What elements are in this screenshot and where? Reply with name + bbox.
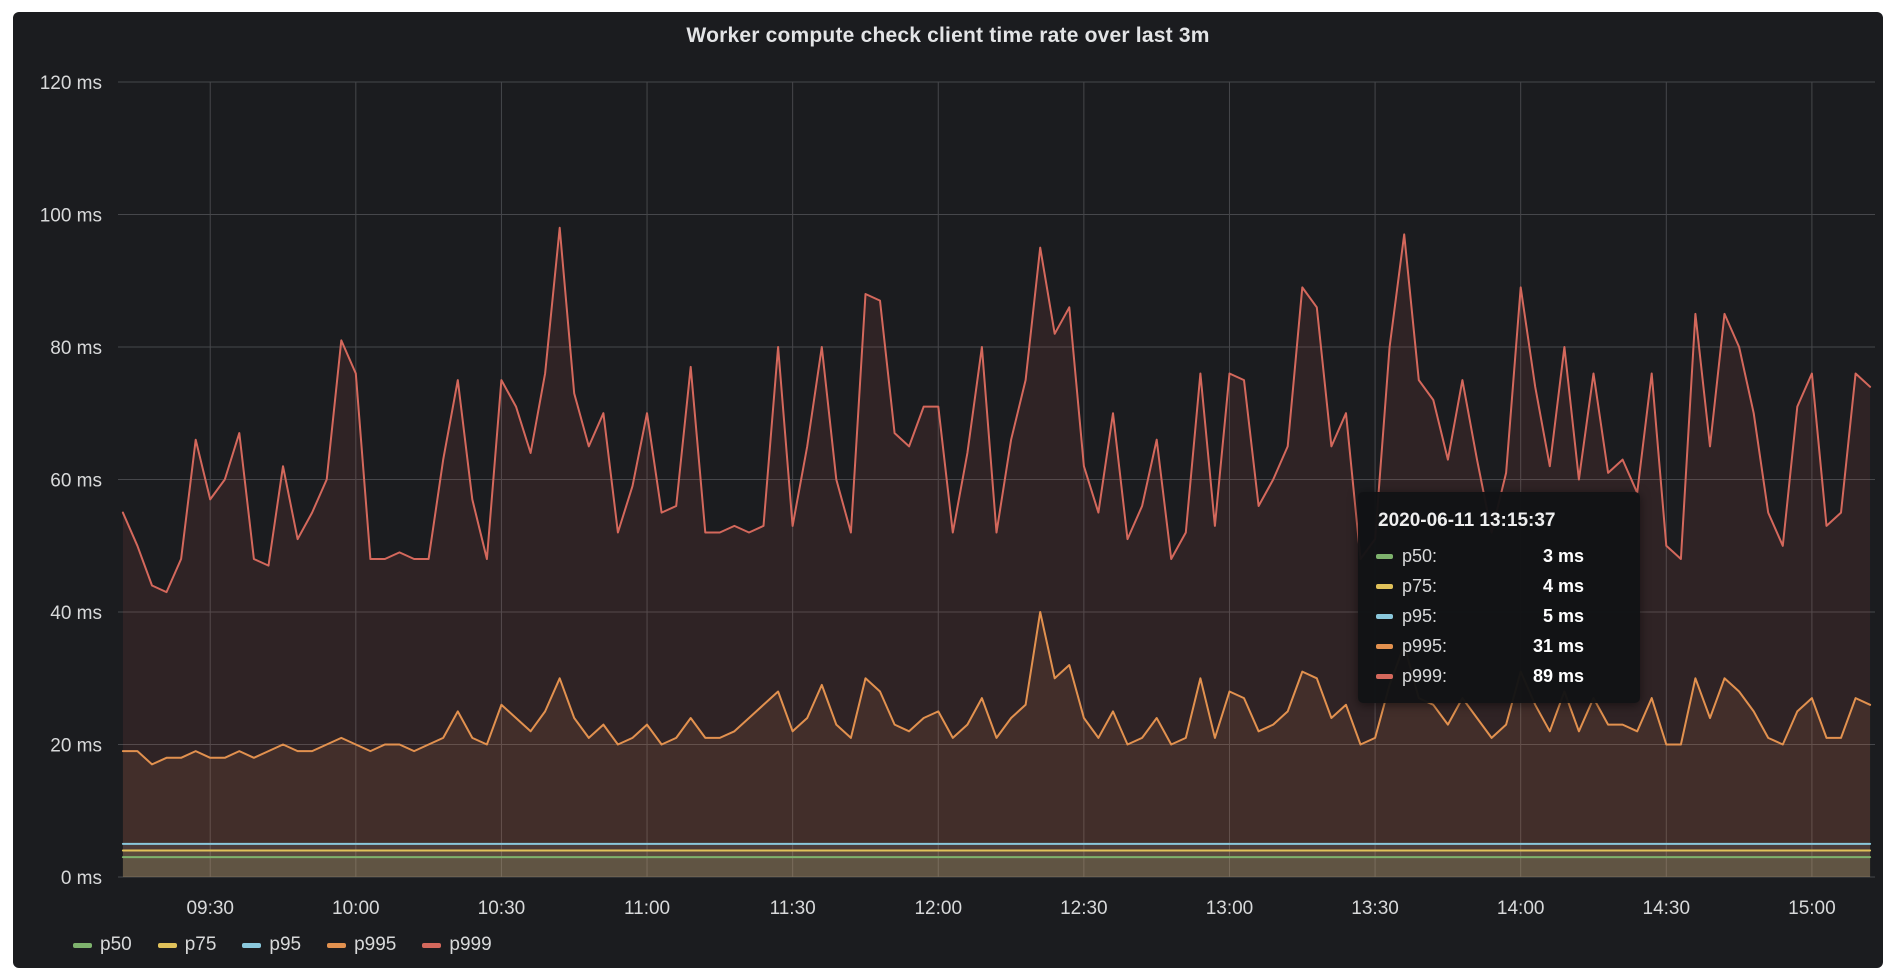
tooltip-series-label: p995: — [1402, 636, 1448, 656]
x-axis-label: 15:00 — [1788, 898, 1836, 919]
x-axis-label: 12:30 — [1060, 898, 1108, 919]
y-axis-label: 0 ms — [61, 868, 102, 889]
tooltip-series-value: 4 ms — [1542, 576, 1584, 596]
tooltip-swatch — [1376, 644, 1393, 649]
tooltip-series-value: 5 ms — [1542, 606, 1584, 626]
legend-label: p75 — [184, 934, 217, 955]
legend-label: p995 — [354, 934, 397, 955]
y-axis-label: 80 ms — [50, 338, 102, 359]
legend-label: p50 — [100, 934, 132, 955]
tooltip-row-p995: p995: 31 ms — [1376, 636, 1584, 657]
panel-title: Worker compute check client time rate ov… — [686, 24, 1210, 47]
legend-item-p995[interactable]: p995 — [327, 934, 396, 956]
tooltip-series-label: p999: — [1402, 666, 1448, 686]
series-area-p95 — [122, 843, 1871, 877]
tooltip-series-value: 31 ms — [1532, 636, 1584, 656]
tooltip-series-value: 89 ms — [1532, 666, 1584, 686]
x-axis-label: 14:30 — [1643, 898, 1691, 919]
y-axis-label: 40 ms — [50, 603, 102, 624]
x-axis-label: 10:00 — [332, 898, 380, 919]
y-axis-label: 60 ms — [50, 471, 102, 492]
y-axis-label: 100 ms — [40, 206, 102, 227]
tooltip-swatch — [1376, 554, 1393, 559]
tooltip-series-label: p75: — [1402, 576, 1438, 596]
x-axis-label: 13:30 — [1351, 898, 1399, 919]
time-series-chart[interactable]: 0 ms 20 ms 40 ms 60 ms 80 ms 100 ms 120 ms 09:3… — [13, 12, 1883, 968]
tooltip-swatch — [1376, 674, 1393, 679]
tooltip-timestamp: 2020-06-11 13:15:37 — [1378, 510, 1556, 531]
grafana-panel: Worker compute check client time rate ov… — [13, 12, 1883, 968]
legend-swatch-p995 — [327, 942, 347, 948]
series-areas — [122, 227, 1871, 878]
x-axis-label: 12:00 — [914, 898, 962, 919]
tooltip-rows: p50: 3 ms p75: 4 ms p95: 5 ms p995: 31 ms p999: 8… — [1376, 546, 1584, 687]
legend: p50 p75 p95 p995 p999 — [73, 934, 492, 956]
tooltip-series-label: p50: — [1402, 546, 1438, 566]
tooltip-row-p999: p999: 89 ms — [1376, 666, 1584, 687]
series-lines — [121, 226, 1872, 859]
legend-label: p95 — [269, 934, 302, 955]
legend-swatch-p999 — [422, 942, 442, 948]
y-axis-label: 20 ms — [50, 736, 102, 757]
legend-item-p50[interactable]: p50 — [73, 934, 132, 956]
legend-swatch-p75 — [157, 942, 177, 948]
tooltip-row-p95: p95: 5 ms — [1376, 606, 1584, 627]
legend-item-p999[interactable]: p999 — [422, 934, 492, 956]
y-axis-label: 120 ms — [40, 73, 102, 94]
grid: 0 ms 20 ms 40 ms 60 ms 80 ms 100 ms 120 ms 09:3… — [40, 73, 1875, 919]
x-axis-label: 13:00 — [1206, 898, 1254, 919]
series-area-p995 — [122, 612, 1871, 877]
series-area-p999 — [122, 227, 1871, 878]
tooltip-series-value: 3 ms — [1542, 546, 1584, 566]
tooltip-swatch — [1376, 584, 1393, 589]
legend-item-p95[interactable]: p95 — [242, 934, 301, 956]
x-axis-label: 10:30 — [478, 898, 526, 919]
tooltip-row-p75: p75: 4 ms — [1376, 576, 1584, 597]
tooltip-series-label: p95: — [1402, 606, 1438, 626]
hover-tooltip: 2020-06-11 13:15:37 p50: 3 ms p75: 4 ms p95:… — [1358, 492, 1640, 703]
legend-swatch-p95 — [242, 942, 262, 948]
legend-item-p75[interactable]: p75 — [157, 934, 217, 956]
x-axis-label: 14:00 — [1497, 898, 1545, 919]
series-line-p995 — [121, 611, 1872, 766]
x-axis-label: 09:30 — [186, 898, 234, 919]
legend-swatch-p50 — [73, 942, 92, 948]
tooltip-swatch — [1376, 614, 1393, 619]
x-axis-label: 11:00 — [624, 898, 670, 919]
legend-label: p999 — [449, 934, 492, 955]
series-area-p50 — [122, 857, 1871, 877]
tooltip-row-p50: p50: 3 ms — [1376, 546, 1584, 567]
series-line-p999 — [121, 226, 1872, 594]
x-axis-label: 11:30 — [770, 898, 816, 919]
